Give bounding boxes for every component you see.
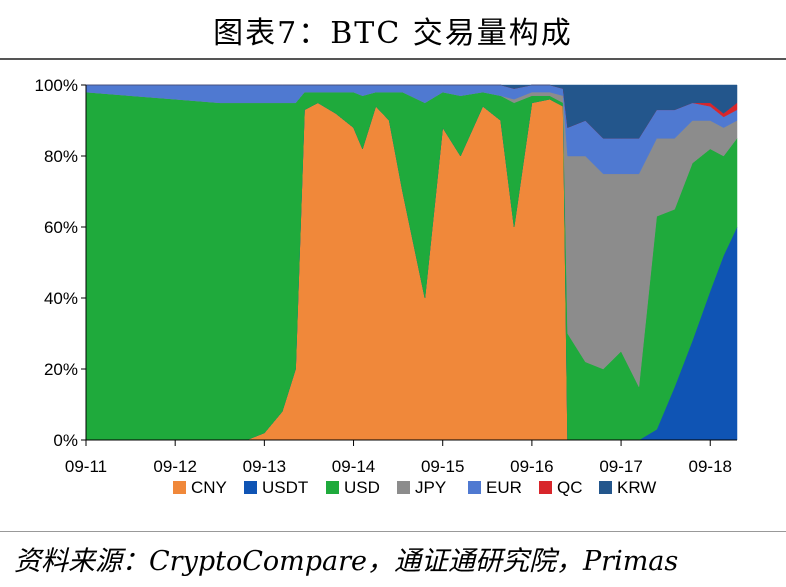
legend-swatch-eur [468,481,481,494]
legend-swatch-usdt [244,481,257,494]
y-tick-label: 100% [35,76,78,95]
x-tick-label: 09-11 [65,457,107,476]
bottom-rule [0,531,786,532]
axes [85,85,737,441]
legend-swatch-jpy [397,481,410,494]
x-axis-ticks: 09-11 09-12 09-13 09-14 09-15 09-16 09-17 09-18 [65,440,732,476]
legend-label-eur: EUR [486,478,522,497]
page-title: 图表7：BTC 交易量构成 [213,16,573,51]
legend: CNY USDT USD JPY EUR QC KRW [173,478,656,497]
y-tick-label: 40% [44,289,78,308]
legend-swatch-cny [173,481,186,494]
legend-swatch-usd [326,481,339,494]
legend-swatch-krw [599,481,612,494]
x-tick-label: 09-15 [421,457,464,476]
legend-swatch-qc [539,481,552,494]
legend-label-qc: QC [557,478,583,497]
x-tick-label: 09-13 [243,457,286,476]
y-tick-label: 20% [44,360,78,379]
legend-label-usdt: USDT [262,478,308,497]
legend-label-cny: CNY [191,478,227,497]
y-tick-label: 80% [44,147,78,166]
legend-label-usd: USD [344,478,380,497]
y-tick-label: 60% [44,218,78,237]
legend-label-krw: KRW [617,478,656,497]
x-tick-label: 09-17 [599,457,642,476]
x-tick-label: 09-14 [332,457,375,476]
x-tick-label: 09-16 [510,457,553,476]
x-tick-label: 09-12 [153,457,196,476]
y-axis-ticks: 0% 20% 40% 60% 80% 100% [35,76,86,450]
chart: 0%20%40%60%80%100% 09-11 09-12 09-13 09-14 0… [35,76,738,497]
area-krw [86,84,738,139]
y-tick-label: 0% [53,431,78,450]
source-note: 资料来源：CryptoCompare，通证通研究院，Primas [14,546,679,577]
legend-label-jpy: JPY [415,478,446,497]
x-tick-label: 09-18 [689,457,732,476]
title-rule [0,58,786,60]
series-areas [85,84,738,441]
